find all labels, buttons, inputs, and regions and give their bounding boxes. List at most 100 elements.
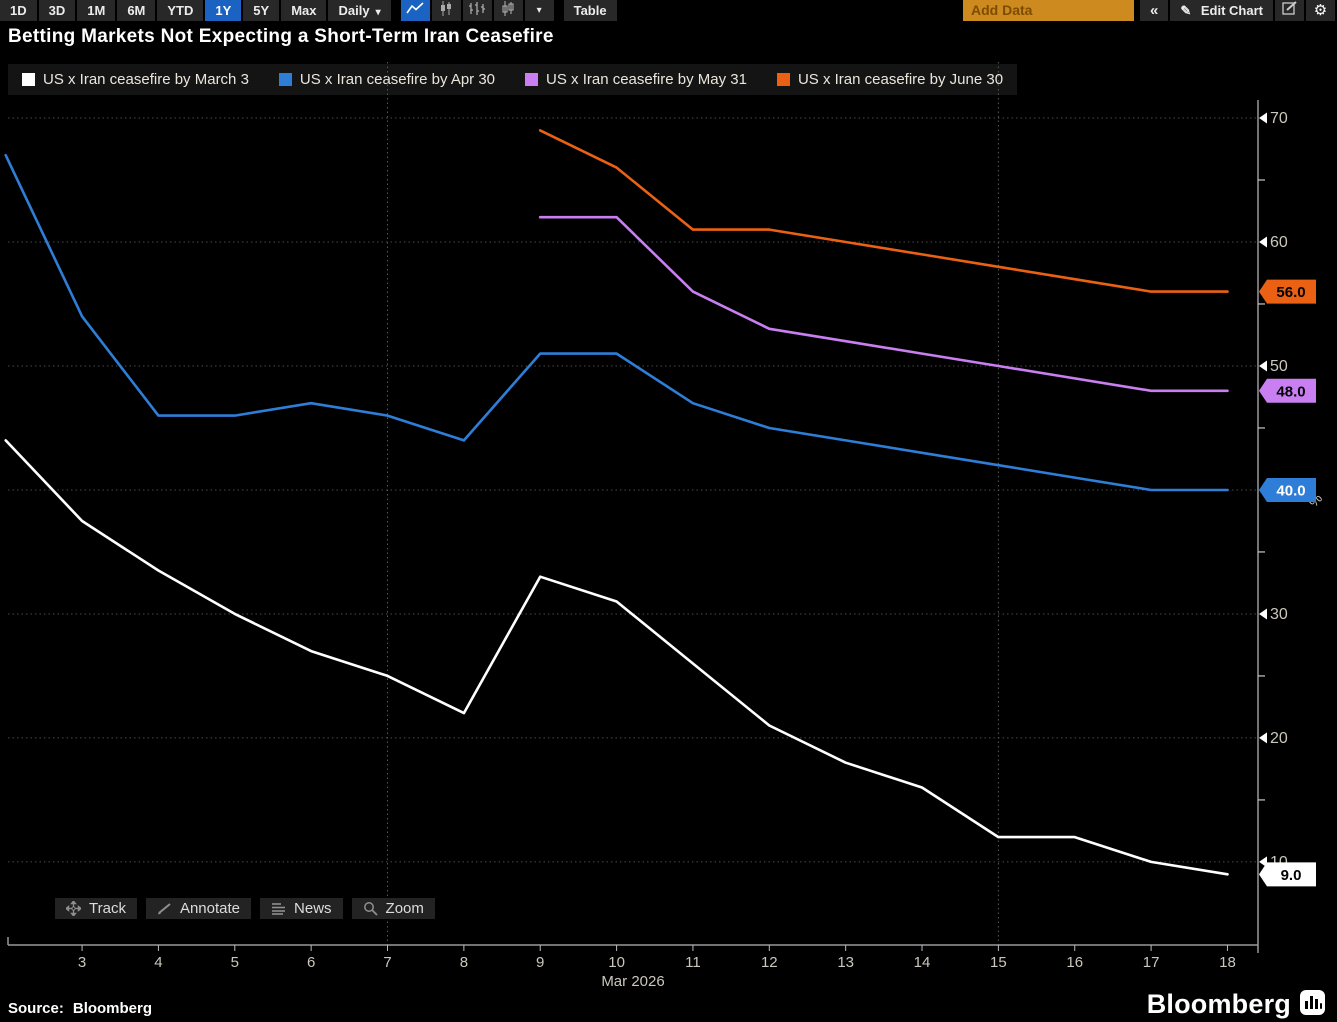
last-value-badge: [1259, 477, 1316, 502]
chart-type-dropdown[interactable]: ▾: [524, 0, 554, 21]
settings-button[interactable]: ⚙: [1306, 0, 1335, 21]
legend-item-0[interactable]: US x Iran ceasefire by March 3: [22, 71, 249, 88]
range-button-3d[interactable]: 3D: [38, 0, 76, 21]
move-crosshair-icon: [66, 901, 81, 916]
legend: US x Iran ceasefire by March 3 US x Iran …: [8, 64, 1018, 95]
news-button[interactable]: News: [260, 898, 343, 919]
x-tick-label-3: 3: [78, 954, 86, 971]
line-chart-type-button[interactable]: [400, 0, 430, 21]
range-buttons: 1D 3D 1M 6M YTD 1Y 5Y Max: [0, 0, 328, 21]
bloomberg-logo: Bloomberg: [1147, 989, 1325, 1020]
y-tick-label-60: 60: [1270, 234, 1288, 251]
source-prefix: Source:: [8, 1000, 64, 1017]
news-lines-icon: [271, 902, 286, 915]
last-value-badge: [1259, 862, 1316, 887]
track-label: Track: [89, 900, 126, 917]
x-tick-label-8: 8: [460, 954, 468, 971]
chevron-down-icon: ▾: [375, 7, 381, 18]
legend-label-2: US x Iran ceasefire by May 31: [546, 71, 747, 88]
x-tick-label-18: 18: [1219, 954, 1236, 971]
x-tick-label-15: 15: [990, 954, 1007, 971]
annotate-pencil-icon: [157, 902, 172, 915]
chevron-down-icon: ▾: [536, 5, 542, 16]
last-value-label: 9.0: [1281, 867, 1302, 884]
hlc-chart-type-button[interactable]: [493, 0, 523, 21]
y-tick-label-30: 30: [1270, 606, 1288, 623]
x-tick-label-14: 14: [914, 954, 931, 971]
y-tick-label-50: 50: [1270, 358, 1288, 375]
x-tick-label-12: 12: [761, 954, 778, 971]
y-tick-pointer-30: [1259, 608, 1267, 620]
legend-item-1[interactable]: US x Iran ceasefire by Apr 30: [278, 71, 496, 88]
legend-label-3: US x Iran ceasefire by June 30: [797, 71, 1004, 88]
toolbar: 1D 3D 1M 6M YTD 1Y 5Y Max Daily ▾ ▾: [0, 0, 1337, 21]
y-tick-pointer-10: [1259, 856, 1267, 868]
collapse-panel-button[interactable]: «: [1140, 0, 1169, 21]
table-button[interactable]: Table: [563, 0, 617, 21]
legend-label-1: US x Iran ceasefire by Apr 30: [299, 71, 496, 88]
legend-swatch-1: [278, 73, 292, 86]
source-note: Source: Bloomberg: [8, 1000, 152, 1017]
bloomberg-bars-icon: [1300, 989, 1325, 1020]
y-tick-pointer-70: [1259, 112, 1267, 124]
x-tick-label-13: 13: [837, 954, 854, 971]
track-button[interactable]: Track: [55, 898, 137, 919]
x-tick-label-4: 4: [154, 954, 162, 971]
pencil-icon: ✎: [1180, 3, 1192, 18]
magnifier-icon: [363, 901, 378, 916]
last-value-badge: [1259, 378, 1316, 403]
series-line-0: [4, 439, 1229, 876]
range-button-5y[interactable]: 5Y: [243, 0, 280, 21]
y-tick-pointer-20: [1259, 732, 1267, 744]
y-tick-label-70: 70: [1270, 110, 1288, 127]
y-tick-label-20: 20: [1270, 730, 1288, 747]
chart-title: Betting Markets Not Expecting a Short-Te…: [8, 26, 554, 47]
candlestick-icon: [438, 0, 454, 21]
edit-note-button[interactable]: [1275, 0, 1304, 21]
hollow-candles-icon: [500, 0, 516, 21]
series-line-3: [538, 129, 1229, 293]
x-tick-label-17: 17: [1143, 954, 1160, 971]
line-chart-icon: [406, 1, 424, 20]
last-value-label: 56.0: [1276, 284, 1305, 301]
range-button-1d[interactable]: 1D: [0, 0, 37, 21]
series-line-1: [4, 153, 1229, 492]
ohlc-chart-type-button[interactable]: [462, 0, 492, 21]
legend-item-2[interactable]: US x Iran ceasefire by May 31: [525, 71, 747, 88]
legend-swatch-2: [525, 73, 539, 86]
last-value-label: 48.0: [1276, 383, 1305, 400]
range-button-1m[interactable]: 1M: [77, 0, 116, 21]
ohlc-bars-icon: [468, 1, 486, 21]
add-data-input[interactable]: Add Data: [963, 0, 1134, 21]
frequency-dropdown[interactable]: Daily ▾: [328, 0, 391, 21]
legend-label-0: US x Iran ceasefire by March 3: [43, 71, 249, 88]
x-tick-label-6: 6: [307, 954, 315, 971]
candlestick-chart-type-button[interactable]: [431, 0, 461, 21]
x-tick-label-5: 5: [231, 954, 239, 971]
range-button-6m[interactable]: 6M: [117, 0, 156, 21]
y-tick-pointer-60: [1259, 236, 1267, 248]
zoom-label: Zoom: [385, 900, 424, 917]
news-label: News: [294, 900, 332, 917]
annotate-button[interactable]: Annotate: [145, 898, 252, 919]
bloomberg-wordmark: Bloomberg: [1146, 989, 1291, 1019]
chart-tool-buttons: Track Annotate News Zoom: [55, 898, 435, 919]
range-button-1y[interactable]: 1Y: [205, 0, 242, 21]
last-value-badge: [1259, 279, 1316, 304]
edit-box-icon: [1281, 1, 1298, 20]
frequency-label: Daily: [338, 3, 370, 18]
zoom-button[interactable]: Zoom: [351, 898, 435, 919]
last-value-label: 40.0: [1276, 482, 1305, 499]
x-tick-label-7: 7: [383, 954, 391, 971]
x-tick-label-10: 10: [608, 954, 625, 971]
legend-item-3[interactable]: US x Iran ceasefire by June 30: [776, 71, 1004, 88]
y-tick-pointer-50: [1259, 360, 1267, 372]
range-button-max[interactable]: Max: [281, 0, 327, 21]
source-value: Bloomberg: [72, 1000, 153, 1017]
range-button-ytd[interactable]: YTD: [157, 0, 204, 21]
edit-chart-label: Edit Chart: [1200, 3, 1263, 18]
edit-chart-button[interactable]: ✎ Edit Chart: [1170, 0, 1273, 21]
double-chevron-left-icon: «: [1150, 2, 1159, 19]
